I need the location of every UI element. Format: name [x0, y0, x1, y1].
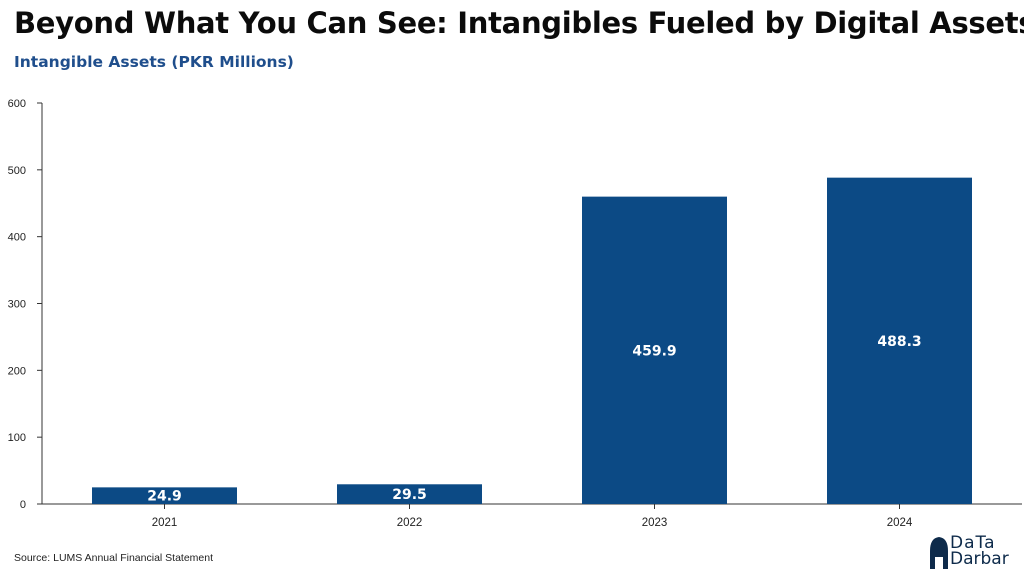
dome-icon	[930, 537, 948, 569]
y-tick-label: 100	[8, 432, 26, 444]
chart-subtitle: Intangible Assets (PKR Millions)	[14, 53, 294, 71]
bar-value-label: 488.3	[877, 334, 921, 350]
x-tick-label: 2024	[887, 517, 913, 529]
bar	[337, 484, 482, 504]
x-tick-label: 2021	[152, 517, 178, 529]
y-tick-label: 400	[8, 232, 26, 244]
y-tick-label: 500	[8, 165, 26, 177]
y-tick-label: 200	[8, 365, 26, 377]
brand-logo: DaTa Darbar	[928, 533, 1018, 571]
bar	[92, 487, 237, 504]
chart-title: Beyond What You Can See: Intangibles Fue…	[14, 6, 1024, 40]
logo-text-line2: Darbar	[950, 549, 1009, 569]
source-note: Source: LUMS Annual Financial Statement	[14, 552, 214, 564]
x-tick-label: 2023	[642, 517, 668, 529]
bar	[582, 196, 727, 505]
y-tick-label: 0	[20, 499, 26, 511]
bar-value-label: 29.5	[392, 487, 427, 503]
bar-value-label: 24.9	[147, 489, 182, 505]
logo-text-line1: DaTa	[950, 533, 996, 553]
y-tick-label: 600	[8, 98, 26, 110]
bar-value-label: 459.9	[632, 343, 676, 359]
x-tick-label: 2022	[397, 517, 423, 529]
y-tick-label: 300	[8, 299, 26, 311]
bar	[827, 177, 972, 504]
